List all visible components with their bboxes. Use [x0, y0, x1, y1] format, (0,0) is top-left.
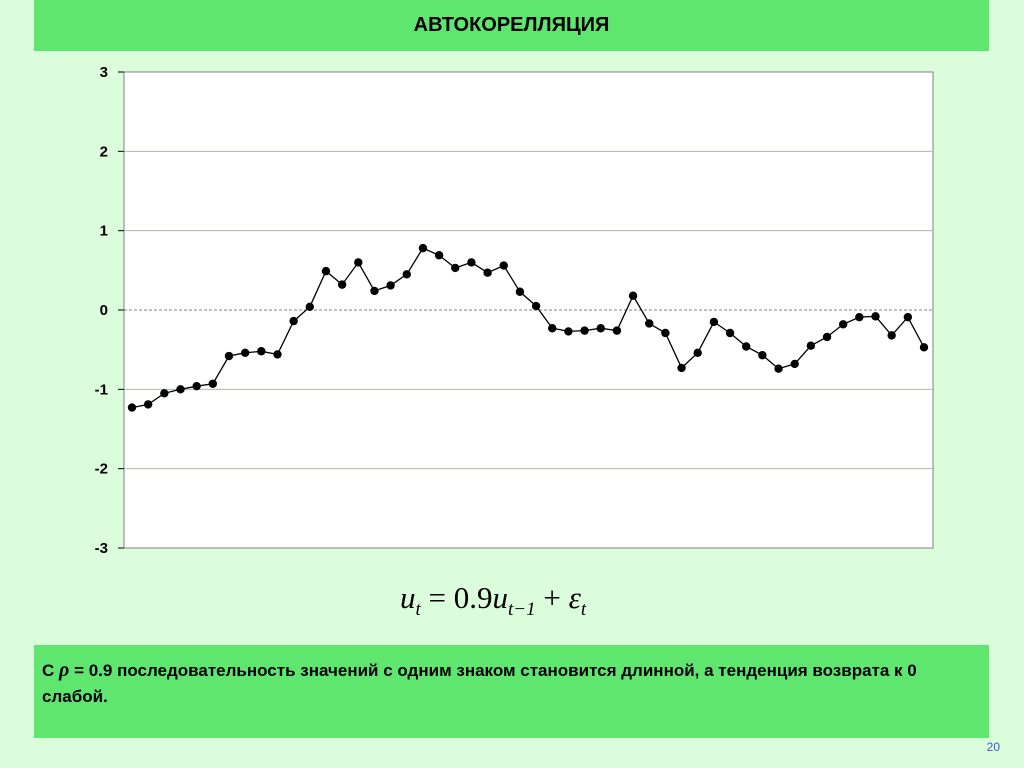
data-point: [224, 351, 234, 361]
data-point: [451, 263, 460, 273]
data-point: [305, 302, 314, 312]
data-point: [806, 341, 816, 350]
data-point: [499, 261, 508, 270]
data-point: [742, 342, 751, 351]
data-point: [628, 291, 638, 300]
rho-symbol: ρ: [59, 659, 70, 681]
data-point: [337, 280, 347, 289]
data-point: [273, 350, 282, 359]
y-tick-label: 3: [100, 64, 108, 81]
data-point: [483, 268, 492, 277]
data-point: [208, 379, 218, 388]
data-point: [596, 324, 605, 333]
formula-plus: +: [543, 580, 561, 615]
data-point: [903, 312, 913, 322]
data-point: [386, 281, 395, 290]
data-point: [370, 286, 379, 296]
formula-eps-sub: t: [580, 599, 587, 620]
y-tick-label: 1: [100, 223, 108, 240]
data-point: [257, 347, 266, 356]
formula: ut = 0.9ut−1 + εt: [400, 580, 640, 628]
formula-eps: ε: [568, 580, 581, 615]
data-point: [354, 258, 363, 267]
page-number: 20: [986, 740, 1000, 754]
data-point: [919, 343, 929, 352]
slide-title: АВТОКОРЕЛЛЯЦИЯ: [413, 14, 610, 36]
formula-equals: =: [428, 580, 447, 615]
data-point: [176, 385, 185, 394]
data-point: [192, 381, 201, 391]
y-tick-label: -3: [95, 540, 108, 557]
data-point: [143, 400, 153, 409]
data-point: [758, 351, 767, 360]
note-text: = 0.9 последовательность значений с одни…: [42, 661, 917, 706]
data-point: [564, 327, 573, 336]
data-point: [289, 316, 298, 326]
y-tick-label: 0: [100, 302, 108, 319]
formula-lhs-var: u: [400, 580, 416, 615]
y-tick-label: -1: [95, 381, 108, 398]
data-point: [709, 317, 719, 327]
data-point: [402, 270, 411, 279]
line-chart: 3 2 1 0 -1 -2 -3: [95, 64, 934, 557]
title-bar: АВТОКОРЕЛЛЯЦИЯ: [34, 0, 989, 51]
note-box: С ρ = 0.9 последовательность значений с …: [34, 645, 989, 738]
data-point: [467, 258, 476, 267]
data-point: [240, 348, 250, 358]
formula-lhs-sub: t: [415, 599, 421, 620]
data-point: [661, 328, 670, 338]
y-tick-label: -2: [95, 461, 108, 478]
data-point: [418, 243, 428, 253]
data-point: [548, 324, 557, 333]
data-point: [838, 320, 848, 329]
data-point: [677, 363, 686, 373]
data-point: [645, 319, 654, 328]
data-point: [321, 266, 331, 276]
data-point: [693, 348, 702, 358]
data-point: [580, 326, 589, 335]
data-point: [887, 331, 896, 340]
data-point: [515, 287, 525, 296]
data-point: [855, 312, 864, 322]
data-point: [871, 312, 880, 321]
data-point: [822, 332, 832, 342]
formula-rhs-var: u: [492, 580, 509, 615]
formula-rhs-sub: t−1: [508, 599, 536, 620]
data-point: [725, 328, 735, 338]
formula-coef: 0.9: [453, 580, 493, 615]
note-prefix: С: [42, 661, 55, 680]
data-point: [127, 403, 137, 412]
data-point: [160, 389, 169, 398]
data-point: [790, 359, 799, 369]
data-point: [612, 326, 622, 335]
data-point: [531, 301, 541, 311]
data-point: [434, 251, 444, 260]
data-point: [774, 364, 783, 373]
y-tick-label: 2: [100, 143, 108, 160]
